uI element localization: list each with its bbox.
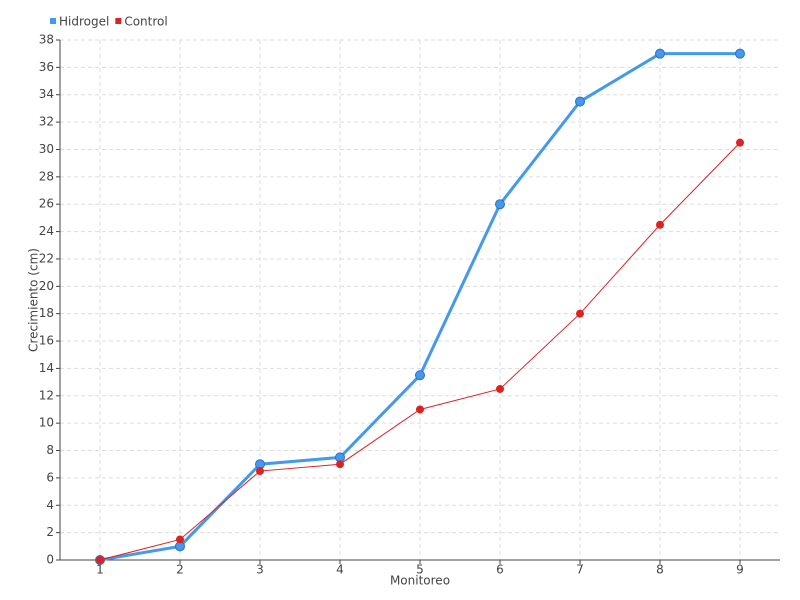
x-tick-label: 8 [656,563,664,577]
point [735,48,745,59]
y-tick-label: 36 [39,60,54,74]
x-tick-label: 1 [96,563,104,577]
legend-label: Hidrogel [59,15,109,29]
point [416,405,424,414]
y-tick-label: 8 [46,443,54,457]
y-tick-label: 10 [39,416,54,430]
y-tick-label: 16 [39,334,54,348]
point [496,384,504,393]
point [576,309,584,318]
y-tick-label: 34 [39,87,54,101]
y-tick-label: 2 [46,525,54,539]
y-tick-label: 6 [46,470,54,484]
x-axis-label: Monitoreo [390,574,450,588]
x-tick-label: 9 [736,563,744,577]
point [256,467,264,476]
point [336,460,344,469]
x-tick-label: 5 [416,563,424,577]
point [656,220,664,229]
legend-swatch [115,18,122,24]
y-tick-label: 38 [39,33,54,47]
y-tick-label: 4 [46,498,54,512]
y-tick-label: 20 [39,279,54,293]
x-tick-label: 3 [256,563,264,577]
point [495,199,505,210]
point [575,96,585,107]
y-tick-label: 12 [39,388,54,402]
point [655,48,665,59]
y-axis-label: Crecimiento (cm) [27,248,41,352]
x-tick-label: 4 [336,563,344,577]
legend-label: Control [124,15,167,29]
y-tick-label: 30 [39,142,54,156]
point [736,138,744,147]
x-tick-label: 7 [576,563,584,577]
y-tick-label: 26 [39,197,54,211]
y-tick-label: 18 [39,306,54,320]
x-tick-label: 2 [176,563,184,577]
y-tick-label: 22 [39,251,54,265]
x-tick-label: 6 [496,563,504,577]
point [415,370,425,381]
y-tick-label: 0 [46,553,54,567]
y-tick-label: 14 [39,361,54,375]
y-tick-label: 28 [39,169,54,183]
legend-swatch [50,18,56,24]
y-tick-label: 32 [39,115,54,129]
y-tick-label: 24 [39,224,54,238]
point [176,535,184,544]
point [96,556,104,564]
